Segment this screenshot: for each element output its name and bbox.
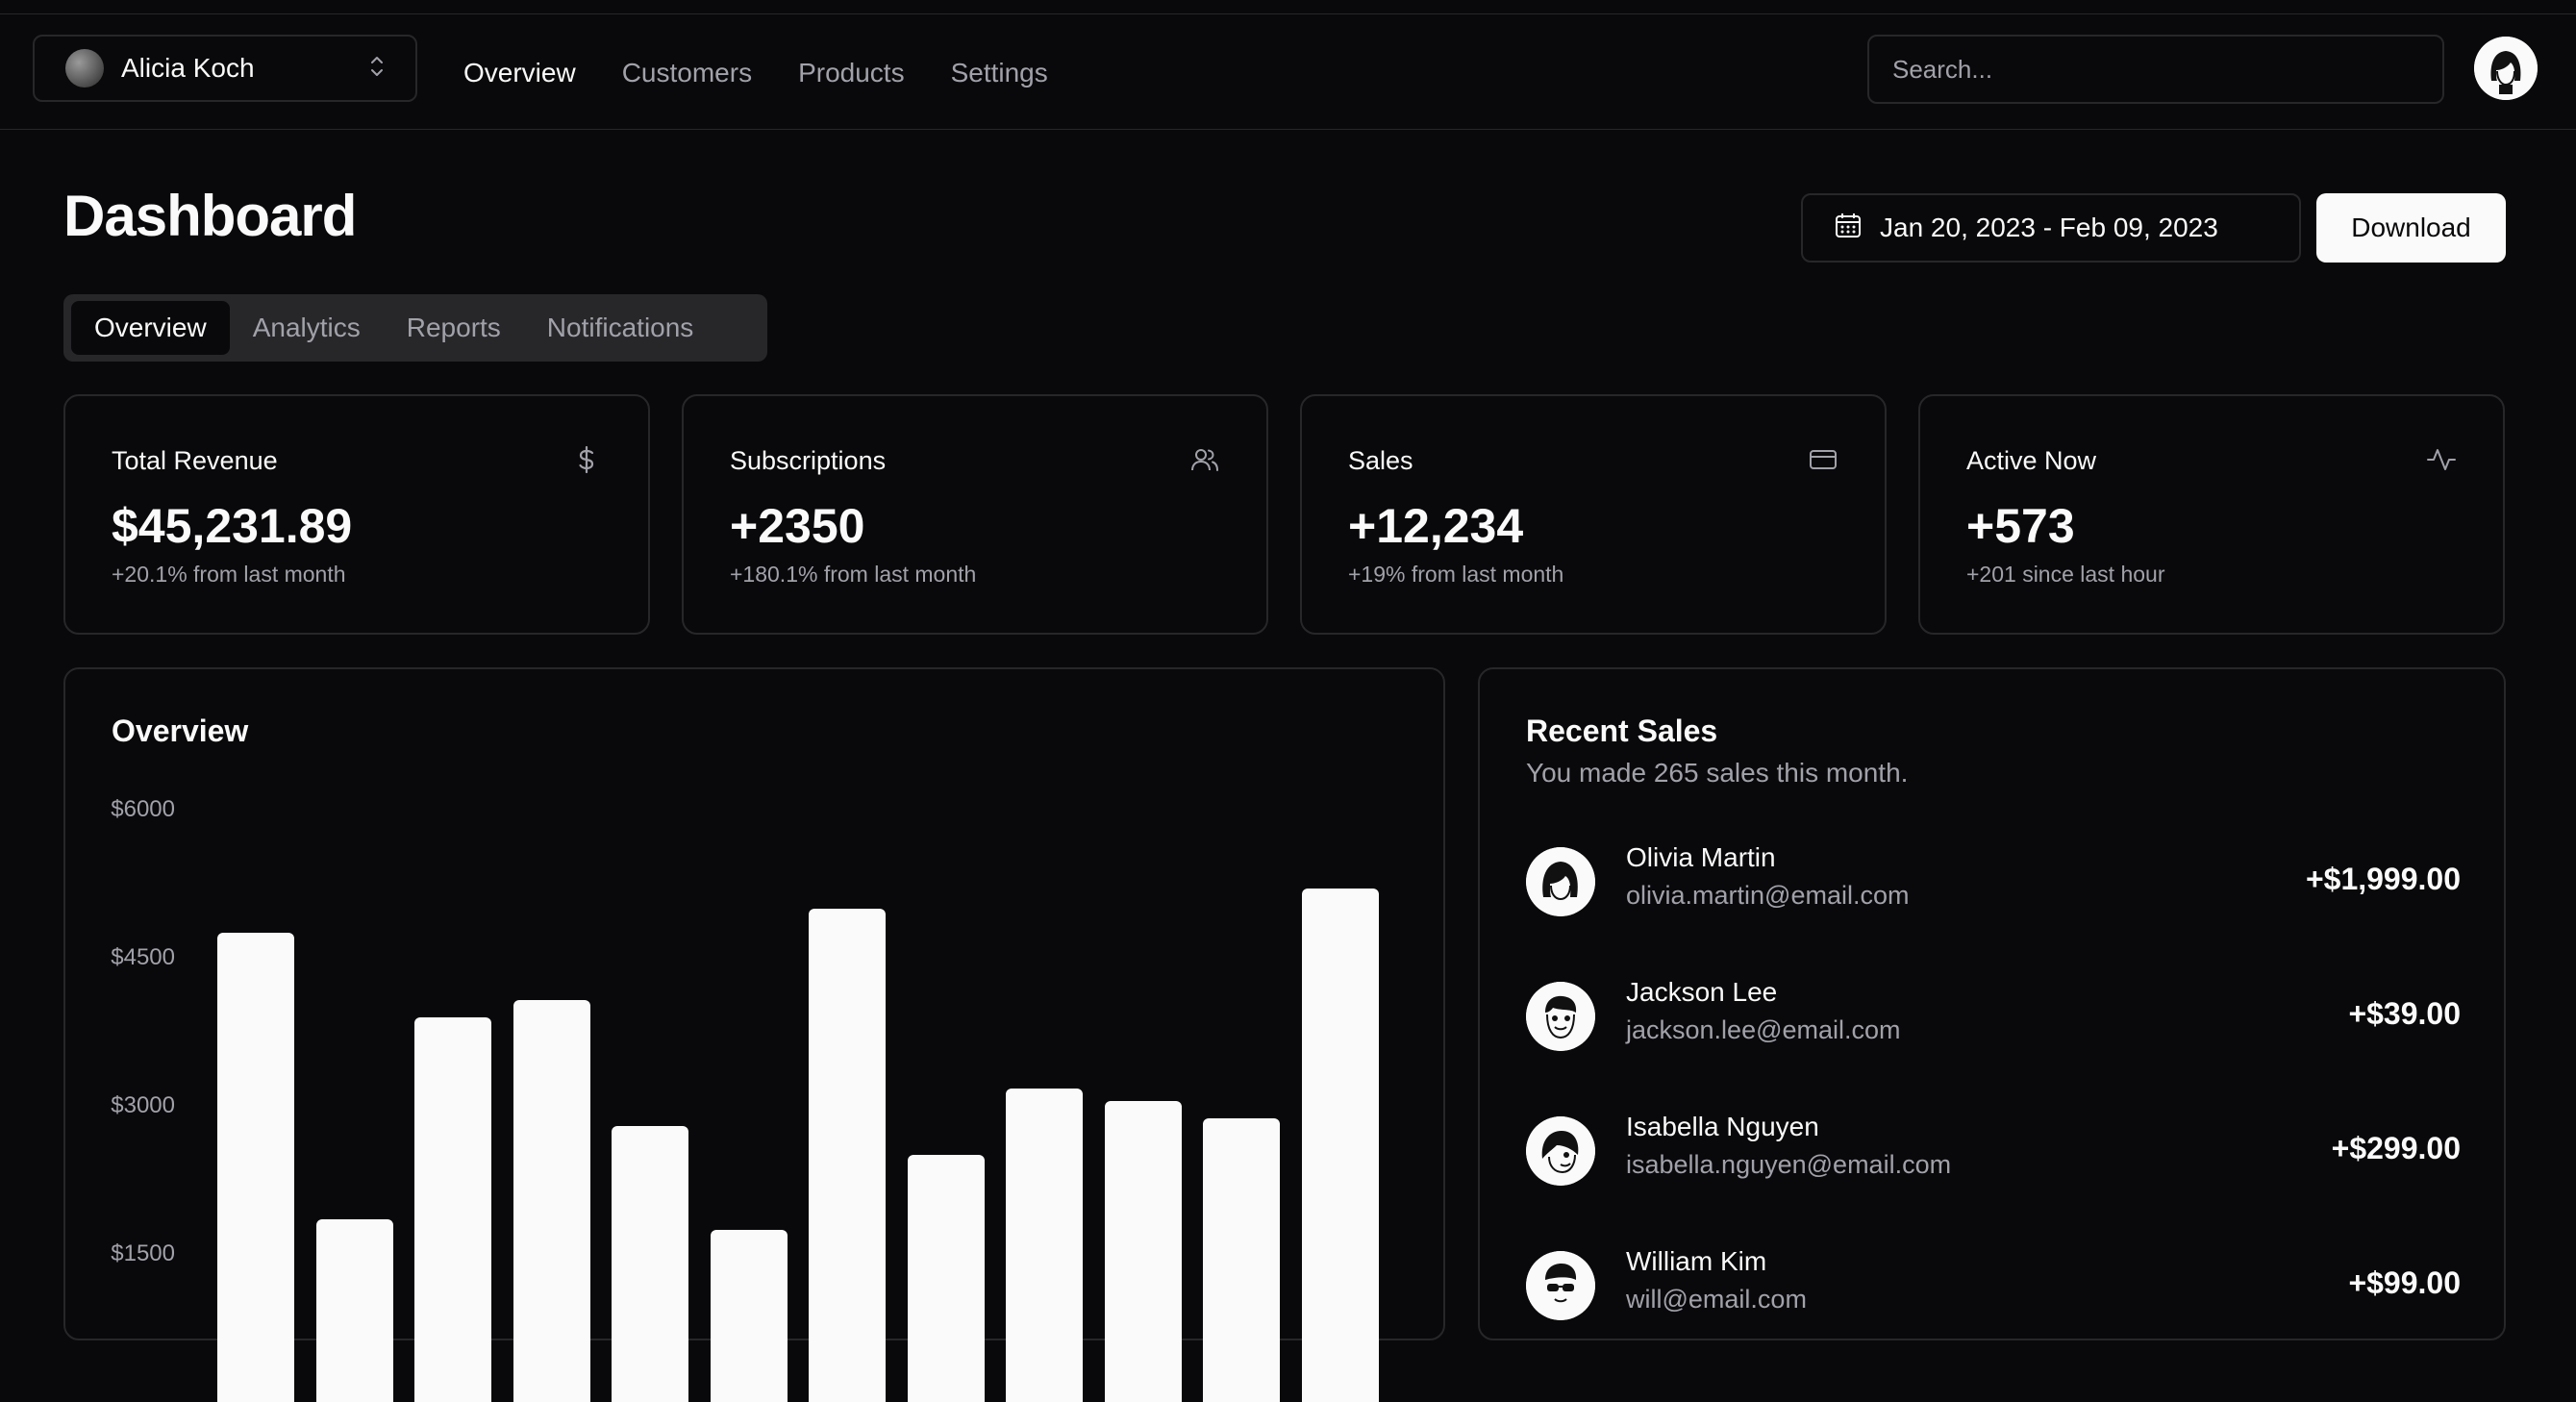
user-avatar[interactable]	[2474, 37, 2538, 100]
users-icon	[1189, 444, 1220, 475]
customer-email: jackson.lee@email.com	[1626, 1015, 1901, 1044]
customer-name: Olivia Martin	[1626, 842, 1776, 872]
page-title: Dashboard	[63, 184, 357, 248]
stat-subtext: +19% from last month	[1348, 562, 1564, 587]
sale-row: Isabella Nguyen isabella.nguyen@email.co…	[1526, 1112, 2461, 1189]
customer-name: Isabella Nguyen	[1626, 1112, 1819, 1141]
chart-bar	[1301, 889, 1379, 1402]
tab-overview[interactable]: Overview	[71, 301, 230, 355]
nav-link-products[interactable]: Products	[798, 57, 905, 88]
search-input[interactable]	[1867, 35, 2444, 104]
nav-link-settings[interactable]: Settings	[950, 57, 1048, 88]
recent-sales-description: You made 265 sales this month.	[1526, 758, 1909, 788]
top-navigation-bar: Alicia Koch Overview Customers Products …	[0, 13, 2576, 130]
chart-bar	[1203, 1118, 1280, 1402]
chart-bar	[414, 1016, 491, 1402]
calendar-icon	[1834, 211, 1863, 246]
stat-card-sales: Sales +12,234 +19% from last month	[1300, 394, 1887, 635]
tab-notifications[interactable]: Notifications	[546, 313, 694, 342]
dashboard-tabs: Overview Analytics Reports Notifications	[63, 294, 767, 362]
recent-sales-card: Recent Sales You made 265 sales this mon…	[1478, 667, 2506, 1340]
y-axis-tick-label: $3000	[111, 1092, 175, 1118]
avatar	[1526, 982, 1595, 1051]
stat-title: Subscriptions	[730, 446, 887, 475]
team-switcher[interactable]: Alicia Koch	[33, 35, 417, 102]
stat-value: +573	[1966, 499, 2075, 553]
activity-icon	[2426, 444, 2457, 475]
customer-email: olivia.martin@email.com	[1626, 881, 1910, 910]
sale-amount: +$39.00	[2348, 996, 2461, 1031]
date-range-label: Jan 20, 2023 - Feb 09, 2023	[1880, 213, 2218, 242]
dollar-icon	[571, 444, 602, 475]
recent-sales-title: Recent Sales	[1526, 714, 1718, 748]
customer-email: will@email.com	[1626, 1285, 1807, 1314]
nav-link-overview[interactable]: Overview	[463, 57, 576, 88]
stat-card-active-now: Active Now +573 +201 since last hour	[1918, 394, 2505, 635]
sale-amount: +$99.00	[2348, 1265, 2461, 1300]
stat-title: Total Revenue	[112, 446, 278, 475]
date-range-picker[interactable]: Jan 20, 2023 - Feb 09, 2023	[1801, 193, 2301, 263]
chart-bar	[612, 1125, 688, 1402]
chart-bar	[907, 1155, 985, 1402]
avatar	[1526, 847, 1595, 916]
overview-title: Overview	[112, 714, 249, 748]
download-button[interactable]: Download	[2316, 193, 2506, 263]
chevron-up-down-icon	[367, 53, 387, 84]
customer-email: isabella.nguyen@email.com	[1626, 1150, 1952, 1179]
sale-amount: +$1,999.00	[2305, 862, 2461, 896]
customer-name: William Kim	[1626, 1246, 1767, 1276]
stat-value: +2350	[730, 499, 865, 553]
chart-bar	[710, 1230, 788, 1402]
chart-bar	[315, 1219, 393, 1402]
stat-title: Active Now	[1966, 446, 2097, 475]
sale-row: Olivia Martin olivia.martin@email.com +$…	[1526, 842, 2461, 919]
overview-chart-card: Overview $6000 $4500 $3000 $1500	[63, 667, 1445, 1402]
y-axis-tick-label: $6000	[111, 796, 175, 822]
y-axis-tick-label: $4500	[111, 944, 175, 970]
chart-bar	[809, 908, 886, 1402]
y-axis-tick-label: $1500	[111, 1240, 175, 1266]
avatar	[1526, 1116, 1595, 1186]
stat-value: $45,231.89	[112, 499, 353, 553]
sale-amount: +$299.00	[2331, 1131, 2461, 1165]
chart-bar	[217, 933, 294, 1402]
stat-subtext: +20.1% from last month	[112, 562, 346, 587]
tab-reports[interactable]: Reports	[406, 313, 501, 342]
credit-card-icon	[1808, 444, 1838, 475]
avatar	[1526, 1251, 1595, 1320]
tab-analytics[interactable]: Analytics	[252, 313, 361, 342]
sale-row: William Kim will@email.com +$99.00	[1526, 1246, 2461, 1323]
chart-bar	[513, 1000, 590, 1402]
sale-row: Jackson Lee jackson.lee@email.com +$39.0…	[1526, 977, 2461, 1054]
stat-card-subscriptions: Subscriptions +2350 +180.1% from last mo…	[682, 394, 1268, 635]
customer-name: Jackson Lee	[1626, 977, 1778, 1007]
main-nav: Overview Customers Products Settings	[463, 14, 1048, 131]
chart-bar	[1006, 1088, 1083, 1402]
stat-subtext: +201 since last hour	[1966, 562, 2165, 587]
nav-link-customers[interactable]: Customers	[621, 57, 753, 88]
stat-card-total-revenue: Total Revenue $45,231.89 +20.1% from las…	[63, 394, 650, 635]
stat-value: +12,234	[1348, 499, 1524, 553]
chart-bar	[1104, 1100, 1182, 1402]
team-name: Alicia Koch	[121, 53, 255, 83]
stat-subtext: +180.1% from last month	[730, 562, 977, 587]
stat-title: Sales	[1348, 446, 1413, 475]
team-avatar	[65, 49, 104, 88]
